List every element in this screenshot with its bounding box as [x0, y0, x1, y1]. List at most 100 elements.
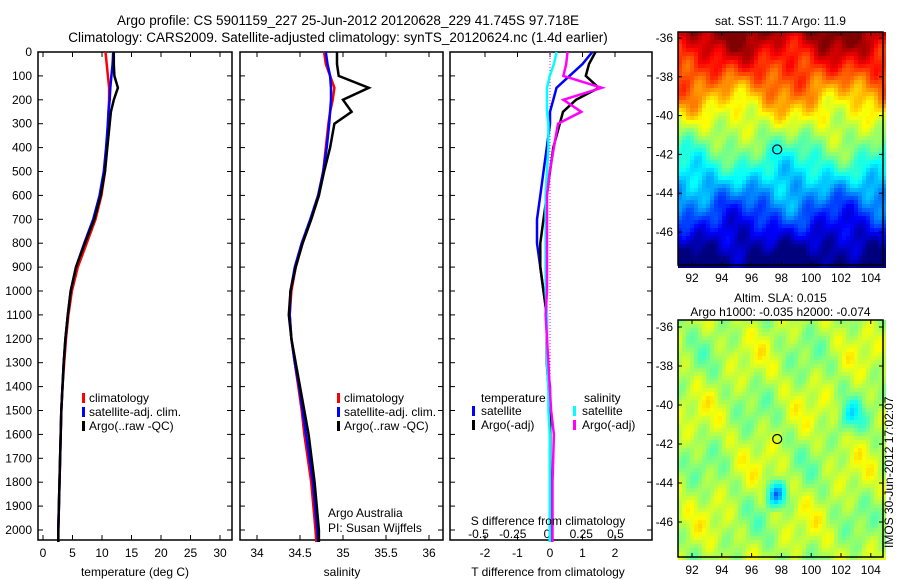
x-tick-label: 10	[95, 546, 109, 560]
y-tick-label: 200	[12, 93, 32, 107]
y-tick-label: 300	[12, 117, 32, 131]
legend-label: satellite-adj. clim.	[344, 405, 436, 419]
lon-tick-label: 96	[745, 563, 759, 577]
x-tick-label: 1	[579, 546, 586, 560]
map-title: Altim. SLA: 0.015	[734, 291, 827, 305]
x-axis-label: temperature (deg C)	[81, 565, 189, 579]
x-tick-label: 30	[213, 546, 227, 560]
x-tick-label: 0	[40, 546, 47, 560]
x-tick-label: 0	[544, 527, 551, 541]
legend-label: satellite-adj. clim.	[89, 405, 181, 419]
y-tick-label: 1200	[5, 332, 32, 346]
lat-tick-label: -36	[656, 31, 674, 45]
x-tick-label: 2	[612, 546, 619, 560]
plot-frame	[37, 51, 233, 541]
lon-tick-label: 104	[861, 563, 881, 577]
series-line-argo-raw-qc-	[57, 52, 120, 542]
x-tick-label: 0.25	[570, 527, 594, 541]
lon-tick-label: 92	[685, 271, 699, 285]
lon-tick-label: 92	[685, 563, 699, 577]
credit-institution: Argo Australia	[328, 506, 403, 520]
y-tick-label: 1800	[5, 475, 32, 489]
y-tick-label: 1500	[5, 404, 32, 418]
lat-tick-label: -44	[656, 476, 674, 490]
title-line-1: Argo profile: CS 5901159_227 25-Jun-2012…	[117, 13, 579, 28]
lon-tick-label: 96	[745, 271, 759, 285]
legend-label: satellite	[582, 404, 623, 418]
series-line-climatology	[57, 51, 111, 542]
y-tick-label: 500	[12, 165, 32, 179]
x-tick-label: 35	[336, 546, 350, 560]
difference-panel: -2 -1 0 1 2 -0.5 -0.25 0 0.25 0.5 temperature salin…	[449, 51, 653, 579]
lat-tick-label: -38	[656, 359, 674, 373]
lat-tick-label: -42	[656, 147, 674, 161]
legend-swatch	[337, 407, 340, 417]
series-line-s-satellite	[544, 51, 558, 542]
lat-tick-label: -38	[656, 70, 674, 84]
x-tick-label: 15	[125, 546, 139, 560]
lat-tick-label: -42	[656, 437, 674, 451]
lat-tick-label: -40	[656, 398, 674, 412]
x-tick-label: -0.25	[499, 527, 527, 541]
legend-label: Argo(-adj)	[481, 418, 534, 432]
y-tick-label: 800	[12, 236, 32, 250]
series-line-satellite-adj-clim-	[57, 51, 115, 542]
y-tick-label: 1000	[5, 284, 32, 298]
x-axis-label: salinity	[324, 565, 361, 579]
y-tick-label: 1900	[5, 499, 32, 513]
map-frame	[677, 319, 884, 558]
lat-tick-label: -46	[656, 225, 674, 239]
legend-swatch	[472, 406, 475, 416]
x-tick-label: -0.5	[468, 527, 489, 541]
map-title: sat. SST: 11.7 Argo: 11.9	[715, 14, 846, 28]
salinity-panel: 34 34.5 35 35.5 36 climatologysatellite-adj. …	[239, 51, 444, 579]
y-tick-label: 1600	[5, 427, 32, 441]
legend-swatch	[573, 420, 576, 430]
legend-swatch	[337, 421, 340, 431]
sla-map-panel: 92 94 96 98 100 102 104 -36 -38 -40 -42 -44 -46 Altim…	[656, 291, 886, 577]
lon-tick-label: 98	[775, 563, 789, 577]
y-tick-label: 700	[12, 212, 32, 226]
lon-tick-label: 98	[775, 271, 789, 285]
x-tick-label: -2	[480, 546, 491, 560]
lon-tick-label: 104	[861, 271, 881, 285]
y-tick-label: 1700	[5, 451, 32, 465]
x-tick-label: 0	[547, 546, 554, 560]
lat-tick-label: -36	[656, 320, 674, 334]
x-tick-label: 25	[184, 546, 198, 560]
argo-float-marker	[772, 144, 783, 155]
title-line-2: Climatology: CARS2009. Satellite-adjuste…	[68, 30, 608, 45]
legend-label: climatology	[89, 391, 149, 405]
legend-swatch	[573, 406, 576, 416]
lon-tick-label: 100	[801, 563, 821, 577]
plot-frame	[239, 51, 444, 541]
legend-swatch	[82, 421, 85, 431]
legend-label: climatology	[344, 391, 404, 405]
lon-tick-label: 102	[831, 271, 851, 285]
x-axis-label: T difference from climatology	[471, 565, 625, 579]
argo-float-marker	[772, 433, 783, 445]
x-tick-label: 35.5	[374, 546, 398, 560]
x-tick-label: 5	[69, 546, 76, 560]
lat-tick-label: -46	[656, 515, 674, 529]
y-tick-label: 1100	[6, 308, 32, 322]
timestamp-stamp: IMOS 30-Jun-2012 17:02:07	[882, 396, 896, 548]
series-line-satellite-adj-clim-	[288, 51, 333, 543]
map-subtitle: Argo h1000: -0.035 h2000: -0.074	[690, 305, 870, 319]
lon-tick-label: 102	[831, 563, 851, 577]
map-image	[678, 320, 886, 560]
y-tick-label: 1400	[5, 380, 32, 394]
map-image	[678, 32, 886, 268]
y-tick-label: 100	[12, 69, 32, 83]
legend-swatch	[82, 407, 85, 417]
legend-label: Argo(..raw -QC)	[89, 419, 174, 433]
legend-label: Argo(..raw -QC)	[344, 419, 429, 433]
x-tick-label: 34	[250, 546, 264, 560]
series-line-s-argo-adj-	[544, 51, 607, 542]
x-tick-label: 36	[422, 546, 436, 560]
x-tick-label: 20	[154, 546, 168, 560]
x-axis-label-secondary: S difference from climatology	[471, 514, 626, 528]
y-tick-label: 600	[12, 188, 32, 202]
x-tick-label: -1	[512, 546, 523, 560]
